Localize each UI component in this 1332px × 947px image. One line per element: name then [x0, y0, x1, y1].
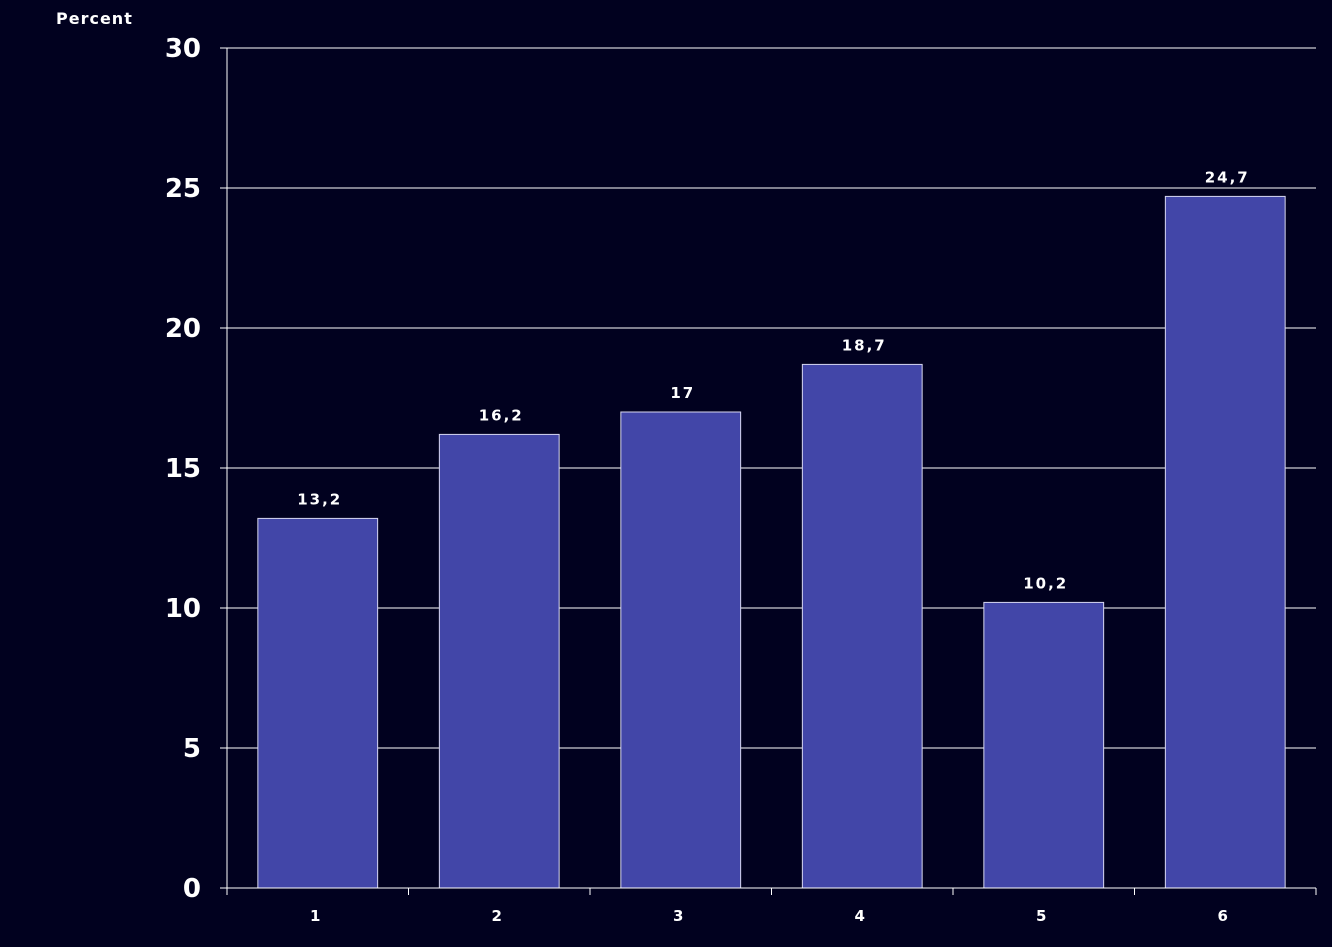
x-tick-label: 5 — [1036, 907, 1047, 925]
bar — [620, 411, 742, 889]
bar — [257, 517, 379, 889]
y-tick-label: 10 — [165, 594, 201, 624]
x-tick-label: 6 — [1218, 907, 1229, 925]
bar — [983, 601, 1105, 889]
x-tick-label: 2 — [492, 907, 503, 925]
x-tick-label: 4 — [855, 907, 866, 925]
data-label: 24,7 — [1205, 168, 1250, 186]
y-tick-label: 0 — [183, 874, 201, 904]
y-axis-label: Percent — [56, 9, 133, 28]
x-tick-labels: 1 2 3 4 5 6 — [226, 888, 1317, 925]
data-label: 18,7 — [842, 336, 887, 354]
y-tick-label: 30 — [165, 34, 201, 64]
data-label: 16,2 — [479, 406, 524, 424]
data-label: 17 — [670, 384, 695, 402]
x-tick-label: 3 — [673, 907, 684, 925]
bars — [257, 195, 1286, 889]
y-tick-labels: 0 5 10 15 20 25 30 — [165, 34, 227, 904]
data-label: 13,2 — [297, 490, 342, 508]
bar — [801, 363, 923, 889]
bar — [438, 433, 560, 889]
y-tick-label: 5 — [183, 734, 201, 764]
data-labels: 13,2 16,2 17 18,7 10,2 24,7 — [297, 168, 1250, 592]
bar — [1164, 195, 1286, 889]
x-tick-label: 1 — [310, 907, 321, 925]
gridlines — [227, 47, 1316, 749]
y-tick-label: 15 — [165, 454, 201, 484]
y-tick-label: 20 — [165, 314, 201, 344]
data-label: 10,2 — [1023, 574, 1068, 592]
y-tick-label: 25 — [165, 174, 201, 204]
